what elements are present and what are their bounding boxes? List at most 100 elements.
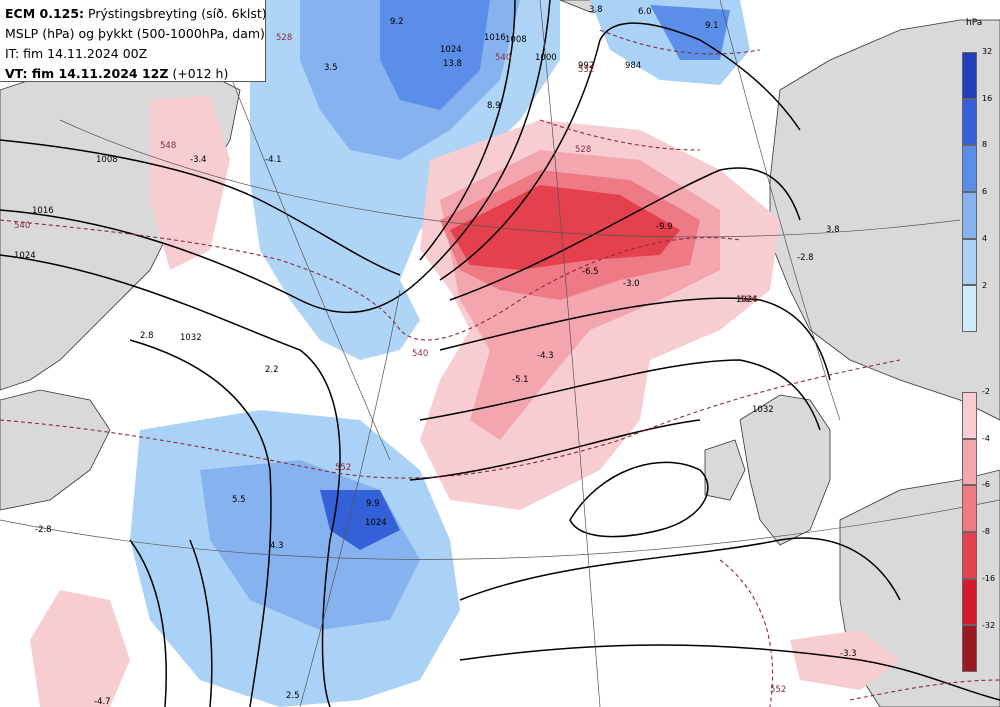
rise-area-south-core <box>320 490 400 550</box>
isobar-label: 1024 <box>14 251 36 261</box>
fall-swatch <box>962 532 977 579</box>
isobar-label: 1016 <box>32 206 54 216</box>
rise-area-north-core <box>380 0 490 110</box>
model-name: ECM 0.125: <box>5 6 85 21</box>
rise-tick-label: 8 <box>982 140 988 150</box>
isobar <box>0 209 431 314</box>
isobar <box>419 359 821 431</box>
pc-label: -2.8 <box>35 525 52 535</box>
rise-tick-label: 32 <box>982 47 993 56</box>
rise-swatch <box>962 98 977 146</box>
rise-tick-label: 6 <box>982 187 988 197</box>
field-name: Prýstingsbreyting (síð. 6klst) <box>84 6 267 21</box>
parallel <box>59 119 961 238</box>
pc-label: 13.8 <box>443 59 462 69</box>
fall-tick-label: -16 <box>982 573 996 583</box>
rise-swatch <box>962 145 977 193</box>
isobar-labels: 1008 1016 1024 1032 1024 1032 1024 1008 … <box>14 33 774 528</box>
parallel <box>0 499 1000 560</box>
fall-tick-label: -4 <box>982 433 990 443</box>
forecast-hour: (+012 h) <box>168 66 229 81</box>
isobar-label: 1024 <box>736 295 758 305</box>
pc-label: 4.3 <box>270 541 284 551</box>
fall-tick-label: -32 <box>982 620 996 630</box>
fall-swatch <box>962 438 977 486</box>
thickness-line <box>0 359 901 479</box>
fall-area-west <box>150 95 230 270</box>
pc-label: 2.2 <box>265 365 279 375</box>
isobar-label: 1008 <box>505 35 527 45</box>
pressure-change-labels: 9.2 3.5 13.8 8.9 9.1 6.0 3.8 -3.4 -4.1 2… <box>35 5 857 707</box>
legend-unit: hPa <box>966 18 983 28</box>
isobar-label: 992 <box>578 61 594 71</box>
thickness-line <box>849 679 1000 701</box>
isobar-label: 984 <box>625 61 641 71</box>
fall-swatch <box>962 578 977 626</box>
thickness-label: 528 <box>276 33 292 43</box>
pressure-rise-shading <box>130 0 750 707</box>
meridian <box>299 289 401 707</box>
thickness-label: 552 <box>335 463 351 473</box>
pc-label: -5.1 <box>512 375 529 385</box>
isobar <box>189 539 213 707</box>
isobar <box>409 419 701 481</box>
pc-label: -6.5 <box>582 267 599 277</box>
isobar-label: 1032 <box>752 405 774 415</box>
pc-label: 9.9 <box>366 499 380 509</box>
pc-label: -4.3 <box>537 351 554 361</box>
isobar-label: 1024 <box>440 45 462 55</box>
pc-label: -4.7 <box>94 697 111 707</box>
isobar <box>0 254 341 707</box>
pc-label: 6.0 <box>638 7 652 17</box>
thickness-label: 552 <box>770 685 786 695</box>
fall-swatch <box>962 392 977 439</box>
rise-swatch <box>962 238 977 286</box>
legend-colorbar-rise <box>962 52 977 333</box>
subtitle-line: MSLP (hPa) og þykkt (500-1000hPa, dam) <box>5 26 265 41</box>
thickness-label: 540 <box>412 349 428 359</box>
meridian <box>539 0 601 707</box>
thickness-lines <box>0 29 1000 707</box>
thickness-line <box>719 559 774 707</box>
thickness-label: 548 <box>160 141 176 151</box>
fall-area-southwest <box>30 590 130 707</box>
map-info-box: ECM 0.125: Prýstingsbreyting (síð. 6klst… <box>0 0 267 84</box>
isobar-label: 1016 <box>484 33 506 43</box>
thickness-label: 540 <box>495 53 511 63</box>
isobar <box>439 297 831 381</box>
thickness-label: 532 <box>578 65 594 75</box>
isobar-label: 1024 <box>365 518 387 528</box>
thickness-line <box>539 119 701 151</box>
thickness-label: 524 <box>740 295 756 305</box>
isobar <box>459 537 901 601</box>
fall-tick-label: -6 <box>982 480 990 490</box>
isobar-label: 1000 <box>535 53 557 63</box>
pressure-fall-shading <box>30 95 900 707</box>
pc-label: -3.0 <box>623 279 640 289</box>
meridian <box>719 0 841 421</box>
pc-label: 9.1 <box>705 21 719 31</box>
thickness-label: 528 <box>575 145 591 155</box>
pc-label: 9.2 <box>390 17 404 27</box>
pc-label: -3.4 <box>190 155 207 165</box>
rise-tick-label: 2 <box>982 280 988 290</box>
valid-time-line: VT: fim 14.11.2024 12Z (+012 h) <box>5 64 265 84</box>
init-time: IT: fim 14.11.2024 00Z <box>5 46 148 61</box>
thickness-labels: 540 528 548 540 552 552 528 532 524 540 <box>14 33 786 695</box>
pc-label: -2.8 <box>797 253 814 263</box>
pc-label: 3.8 <box>826 225 840 235</box>
ireland-land <box>704 439 746 501</box>
pc-label: 3.8 <box>589 5 603 15</box>
isobar <box>129 339 272 707</box>
isobar <box>0 139 401 276</box>
thickness-line <box>599 29 761 55</box>
britain-land <box>739 394 831 546</box>
rise-swatch <box>962 52 977 99</box>
isobar-label: 1008 <box>96 155 118 165</box>
fall-tick-label: -2 <box>982 387 990 396</box>
pc-label: 8.9 <box>487 101 501 111</box>
isobar <box>419 0 516 261</box>
